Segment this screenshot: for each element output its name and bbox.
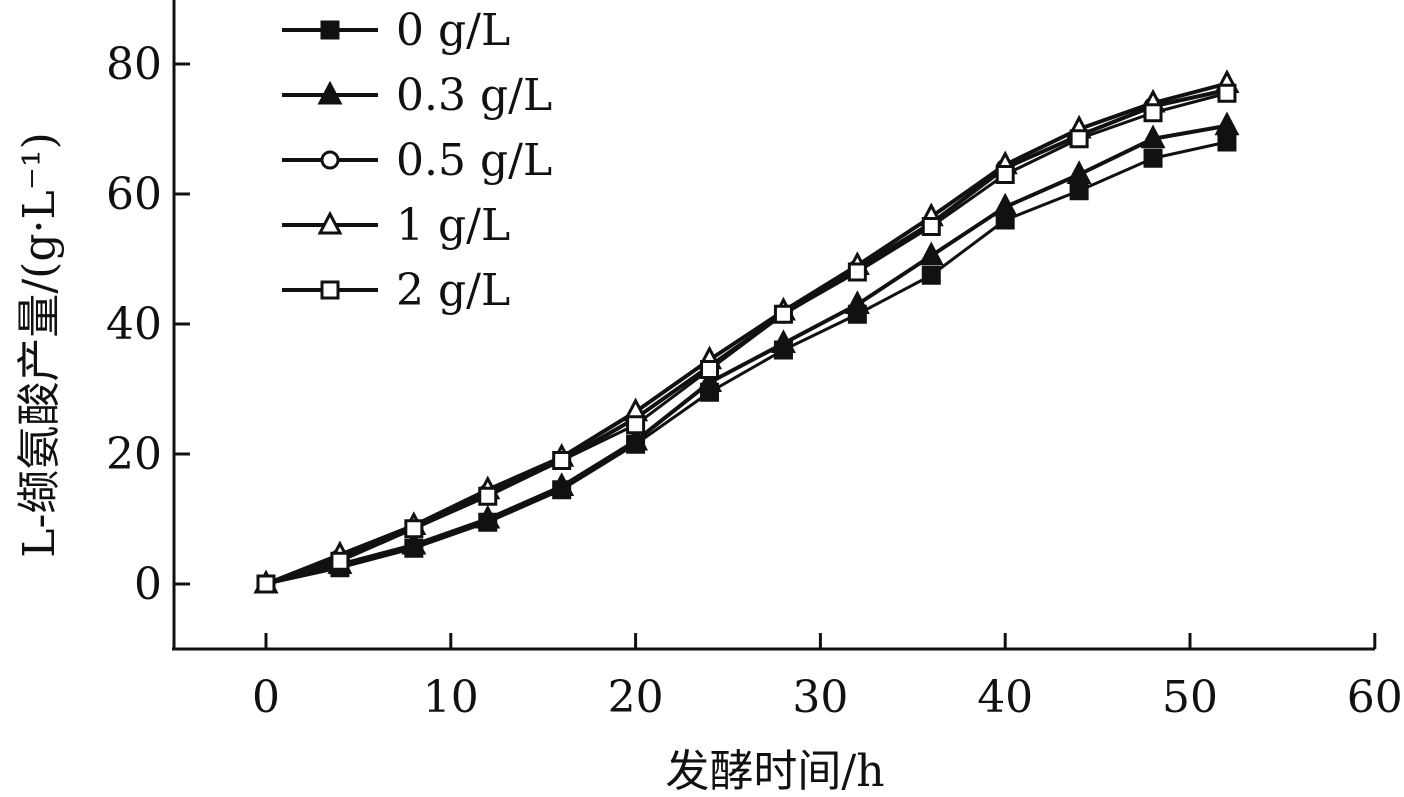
x-axis-title: 发酵时间/h [665, 746, 884, 797]
data-point [1140, 124, 1166, 149]
series-group [253, 69, 1240, 594]
data-point [1143, 103, 1163, 123]
data-point [256, 574, 276, 594]
data-point [1217, 132, 1237, 152]
data-point [330, 551, 350, 571]
data-point [1069, 181, 1089, 201]
series-4 [256, 83, 1237, 594]
legend-item: 2 g/L [282, 265, 510, 316]
data-point [404, 519, 424, 539]
data-point [401, 530, 427, 555]
legend-marker [320, 280, 340, 300]
data-point [921, 265, 941, 285]
x-tick-label: 30 [792, 672, 848, 723]
legend-label: 1 g/L [396, 200, 510, 251]
legend-label: 0.5 g/L [396, 135, 552, 186]
data-point [626, 415, 646, 435]
data-point [1069, 129, 1089, 149]
legend-marker [317, 210, 343, 235]
data-point [770, 329, 796, 353]
legend-item: 0 g/L [282, 5, 510, 56]
x-tick-label: 50 [1162, 672, 1218, 723]
series-line [265, 91, 1228, 586]
series-line [265, 140, 1228, 586]
data-point [549, 472, 575, 496]
data-point [921, 217, 941, 236]
data-point [697, 368, 723, 392]
data-point [1066, 160, 1092, 184]
data-point [773, 304, 793, 324]
y-tick-label: 20 [106, 429, 162, 480]
legend-item: 0.3 g/L [282, 70, 552, 121]
x-tick-label: 60 [1347, 672, 1403, 723]
y-tick-label: 60 [106, 169, 162, 220]
x-tick-label: 20 [608, 672, 664, 723]
series-line [265, 123, 1228, 586]
y-axis-title: L-缬氨酸产量/(g·L⁻¹) [14, 132, 65, 557]
x-tick-label: 10 [423, 672, 479, 723]
x-tick-label: 40 [977, 672, 1033, 723]
legend-label: 2 g/L [396, 265, 510, 316]
legend-marker [320, 20, 340, 40]
ticks [174, 62, 1377, 649]
x-tick-label: 0 [252, 672, 280, 723]
data-point [700, 360, 720, 379]
y-tick-label: 0 [134, 559, 162, 610]
data-point [475, 504, 501, 529]
data-point [995, 165, 1015, 184]
legend-marker [317, 80, 343, 105]
data-point [478, 486, 498, 506]
legend-label: 0 g/L [396, 5, 510, 56]
data-point [918, 241, 944, 266]
data-point [844, 290, 870, 314]
tick-labels: 0 10 20 30 40 50 60 0 20 40 60 80 [106, 39, 1403, 723]
data-point [552, 451, 572, 470]
legend-item: 0.5 g/L [282, 135, 552, 186]
data-point [1214, 111, 1240, 136]
y-tick-label: 40 [106, 299, 162, 350]
series-line [265, 81, 1228, 586]
data-point [1143, 148, 1163, 168]
legend-marker [320, 150, 340, 170]
data-point [623, 426, 649, 451]
legend: 0 g/L 0.3 g/L 0.5 g/L 1 g/L 2 g/L [282, 5, 552, 316]
data-point [847, 262, 867, 282]
data-point [992, 192, 1018, 217]
data-point [1217, 83, 1237, 103]
legend-label: 0.3 g/L [396, 70, 552, 121]
legend-item: 1 g/L [282, 200, 510, 251]
y-tick-label: 80 [106, 39, 162, 90]
